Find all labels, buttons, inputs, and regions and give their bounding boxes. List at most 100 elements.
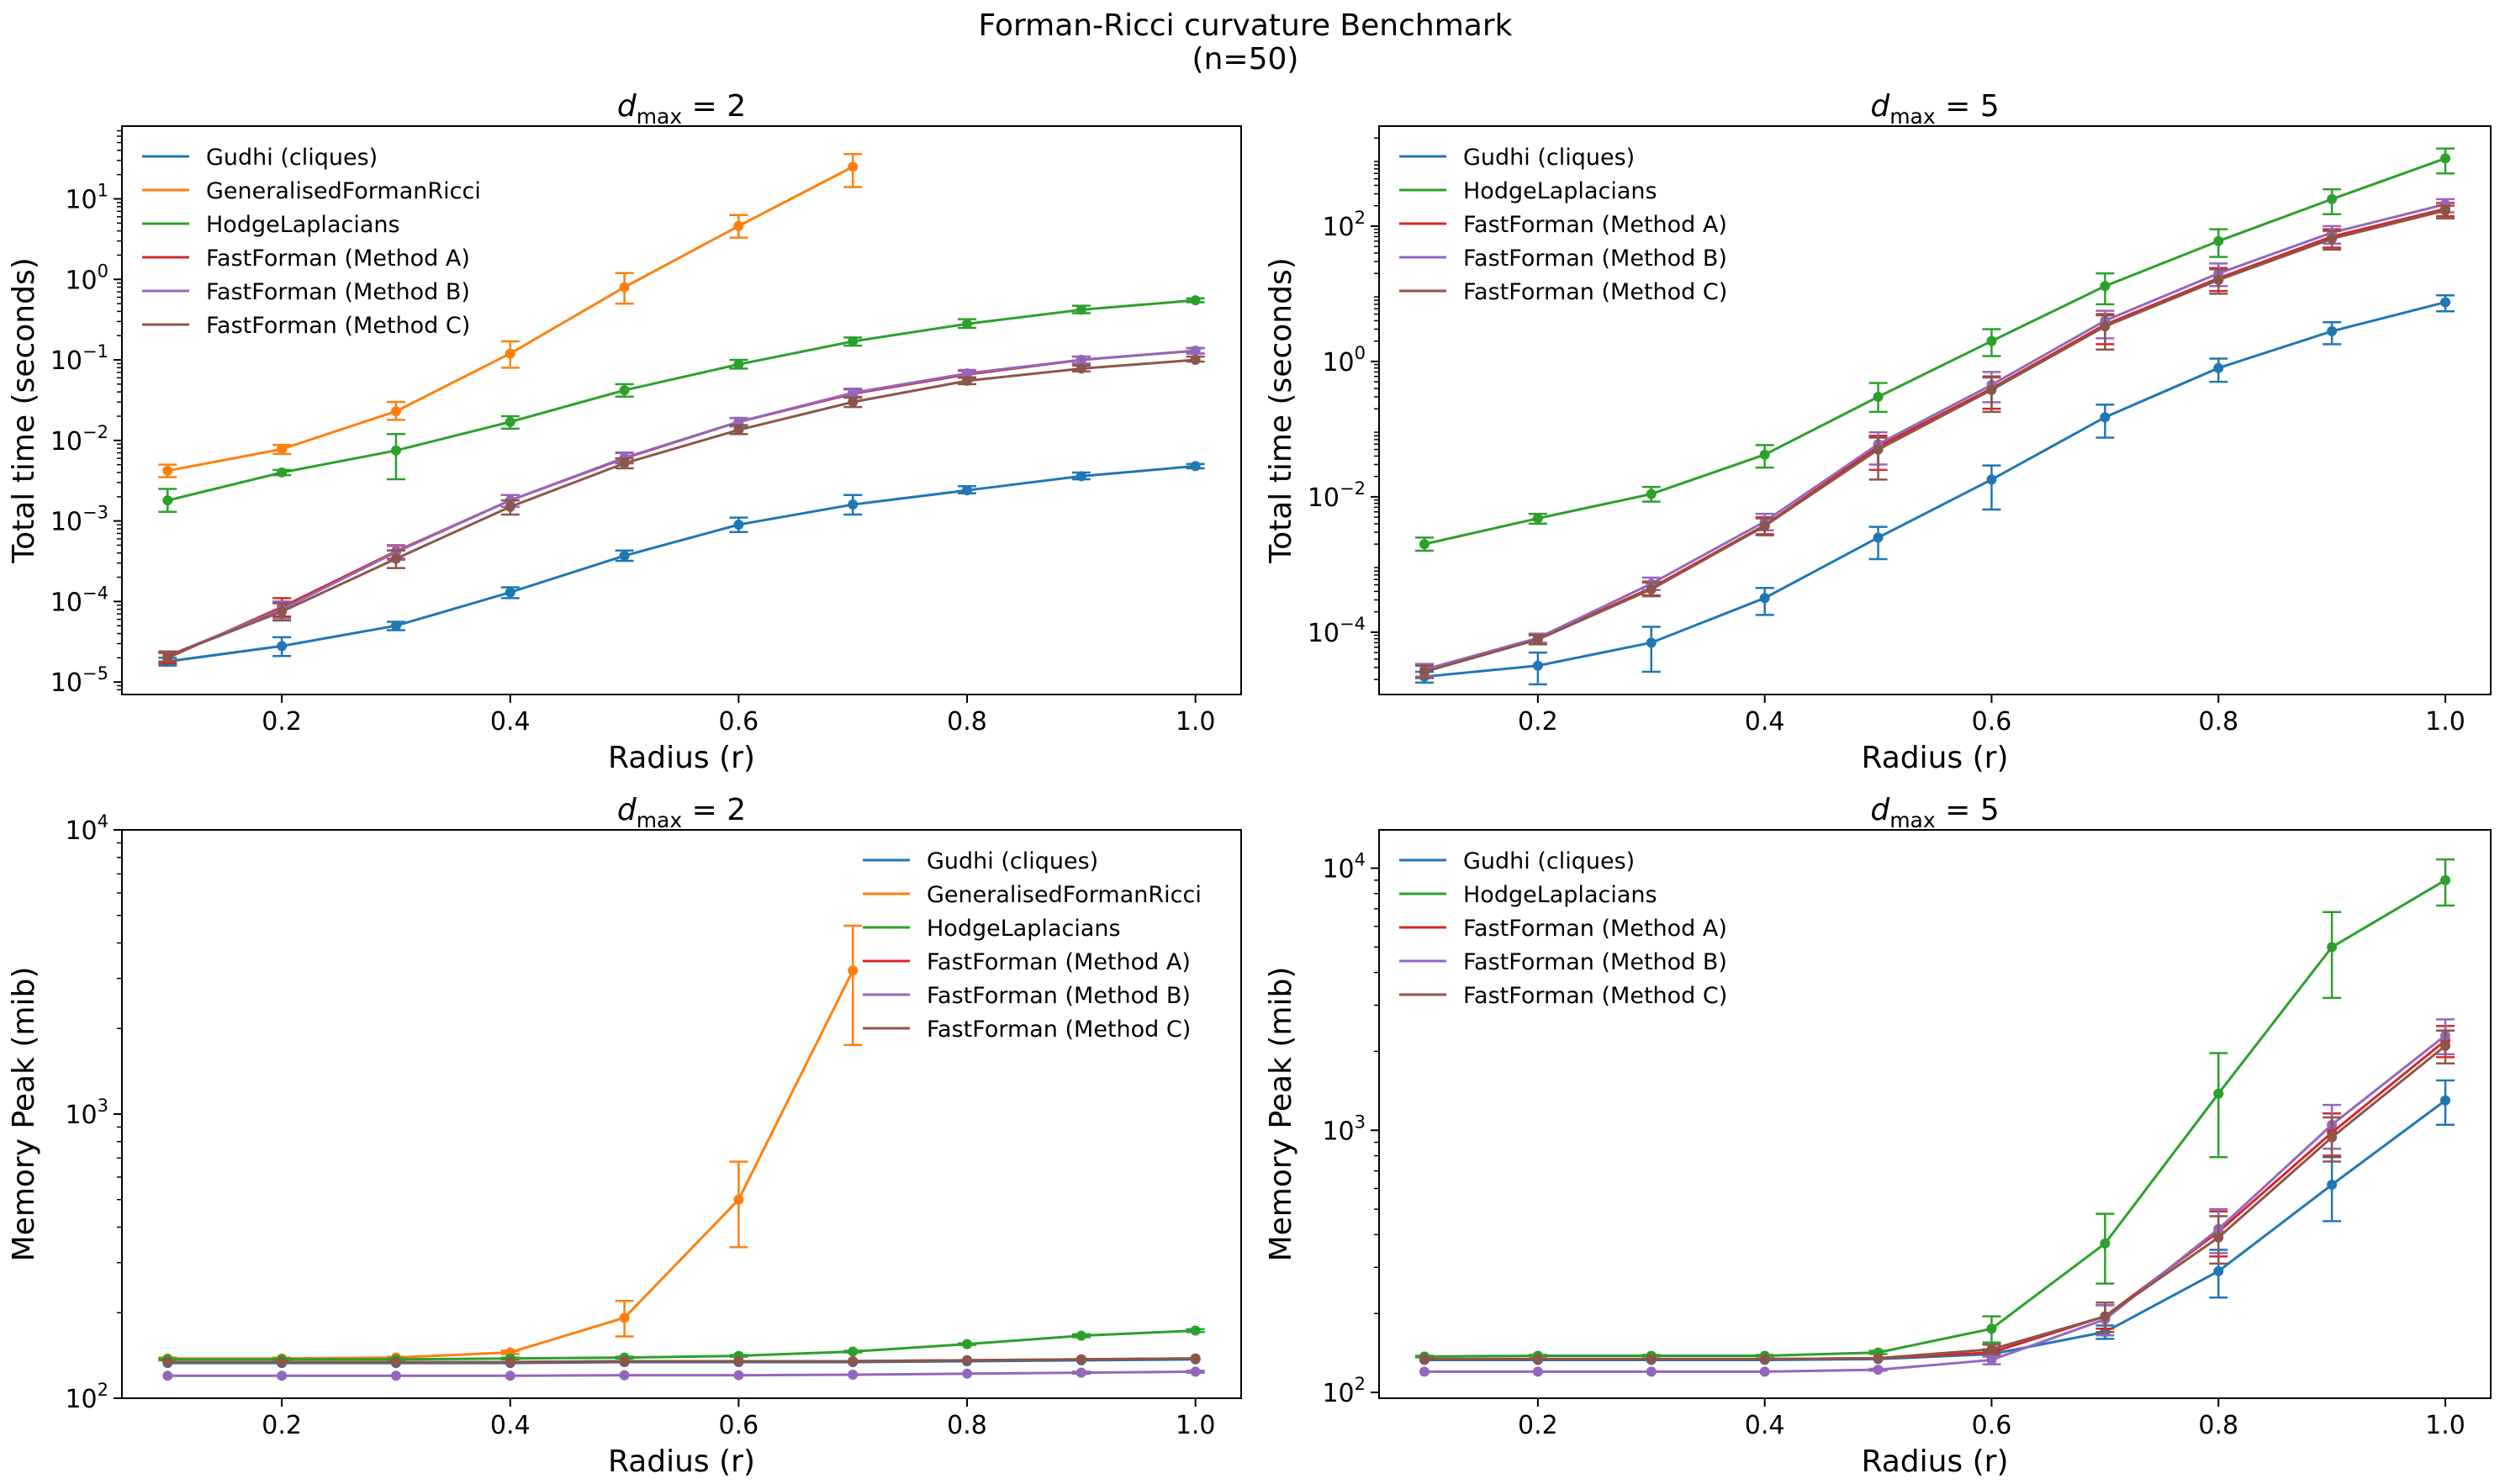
series-line: [167, 464, 1196, 663]
data-point: [162, 465, 173, 476]
series-line: [166, 298, 1196, 502]
title-value: = 5: [1936, 793, 2000, 827]
data-point: [390, 1357, 401, 1368]
figure-title: Forman-Ricci curvature Benchmark: [979, 8, 1513, 43]
figure-subtitle: (n=50): [1192, 42, 1299, 77]
legend-label: FastForman (Method A): [206, 246, 470, 272]
data-point: [162, 495, 173, 506]
legend: Gudhi (cliques) HodgeLaplacians FastForman…: [1399, 145, 1727, 305]
y-tick-label: 104: [65, 811, 108, 846]
data-point: [1075, 363, 1086, 374]
y-tick-mantissa: 10: [50, 668, 82, 698]
x-tick-label: 0.8: [947, 1411, 987, 1440]
data-point: [1419, 1354, 1430, 1365]
y-tick-exponent: −4: [82, 583, 108, 603]
y-tick-mantissa: 10: [65, 266, 97, 295]
legend-label: HodgeLaplacians: [1463, 178, 1657, 204]
data-point: [277, 1357, 288, 1368]
series-fastforman-method-b: [158, 346, 1205, 663]
x-tick-label: 1.0: [2425, 707, 2465, 737]
data-point: [505, 416, 515, 427]
data-point: [962, 375, 973, 386]
data-point: [1075, 1354, 1086, 1365]
y-tick-label: 100: [1322, 343, 1366, 378]
y-tick-label: 102: [65, 1380, 108, 1414]
data-point: [962, 1368, 973, 1379]
x-tick-label: 1.0: [1176, 707, 1216, 737]
series-fastforman-method-b: [162, 1366, 1205, 1381]
data-point: [1532, 513, 1543, 524]
x-tick-label: 1.0: [2425, 1411, 2465, 1440]
x-tick-label: 0.4: [490, 1411, 531, 1440]
data-point: [277, 1370, 288, 1381]
y-tick-label: 101: [65, 180, 108, 214]
data-point: [1190, 1325, 1201, 1336]
title-subscript: max: [637, 808, 682, 832]
data-point: [1873, 391, 1884, 402]
y-tick-mantissa: 10: [50, 508, 82, 537]
y-tick-label: 10−4: [1308, 614, 1366, 648]
data-point: [1419, 666, 1430, 677]
data-point: [277, 467, 288, 478]
series-gudhi-cliques: [158, 461, 1205, 667]
y-tick-exponent: −4: [1340, 614, 1366, 634]
legend-label: HodgeLaplacians: [927, 916, 1121, 942]
series-line: [1424, 209, 2446, 673]
legend-label: FastForman (Method B): [1463, 949, 1727, 975]
data-point: [2440, 1095, 2451, 1106]
y-tick-mantissa: 10: [1322, 213, 1354, 242]
data-point: [1646, 1354, 1657, 1365]
series-line: [1424, 301, 2446, 679]
data-point: [1075, 355, 1086, 366]
y-axis-label: Total time (seconds): [1264, 257, 1298, 564]
series-line: [1424, 156, 2446, 546]
y-tick-label: 102: [1322, 208, 1366, 242]
title-symbol: d: [617, 793, 637, 827]
y-tick-mantissa: 10: [1322, 855, 1354, 885]
title-subscript: max: [1889, 808, 1935, 832]
series-fastforman-method-a: [158, 346, 1205, 665]
data-point: [962, 368, 973, 379]
data-point: [1759, 449, 1770, 460]
series-line: [167, 1357, 1196, 1364]
series-line: [166, 358, 1196, 658]
data-point: [2100, 281, 2111, 292]
data-point: [2440, 297, 2451, 308]
data-point: [1986, 384, 1997, 395]
data-point: [1075, 1367, 1086, 1378]
data-point: [1646, 1366, 1657, 1377]
y-tick-label: 10−4: [50, 583, 108, 617]
x-axis-label: Radius (r): [608, 1444, 755, 1479]
y-tick-mantissa: 10: [1308, 483, 1340, 513]
y-tick-label: 10−1: [50, 341, 108, 376]
panel-title: dmax = 5: [1870, 793, 1999, 832]
data-point: [1532, 1354, 1543, 1365]
y-tick-exponent: 2: [1355, 1374, 1366, 1394]
y-tick-exponent: −2: [82, 422, 108, 442]
y-tick-exponent: 4: [1355, 850, 1366, 870]
data-point: [1873, 444, 1884, 455]
y-tick-mantissa: 10: [65, 1385, 97, 1414]
legend-label: FastForman (Method A): [1463, 916, 1727, 942]
title-symbol: d: [1870, 793, 1890, 827]
y-tick-exponent: 2: [1355, 208, 1366, 228]
data-point: [2327, 325, 2338, 336]
data-point: [1759, 593, 1770, 604]
data-point: [619, 458, 630, 469]
y-axis-label: Memory Peak (mib): [1264, 967, 1298, 1262]
data-point: [2213, 1232, 2224, 1243]
x-tick-label: 0.8: [2198, 707, 2238, 737]
panel-title: dmax = 2: [617, 89, 746, 129]
data-point: [962, 1339, 973, 1349]
x-tick-label: 1.0: [1176, 1411, 1216, 1440]
y-tick-exponent: 0: [98, 261, 108, 281]
data-point: [1075, 304, 1086, 315]
title-value: = 5: [1936, 89, 2000, 124]
series-line: [1424, 207, 2446, 673]
data-point: [733, 220, 744, 231]
series-generalisedformanricci: [158, 924, 863, 1364]
data-point: [1646, 489, 1657, 499]
plot-frame: [121, 125, 1242, 695]
x-tick-label: 0.2: [262, 1411, 302, 1440]
